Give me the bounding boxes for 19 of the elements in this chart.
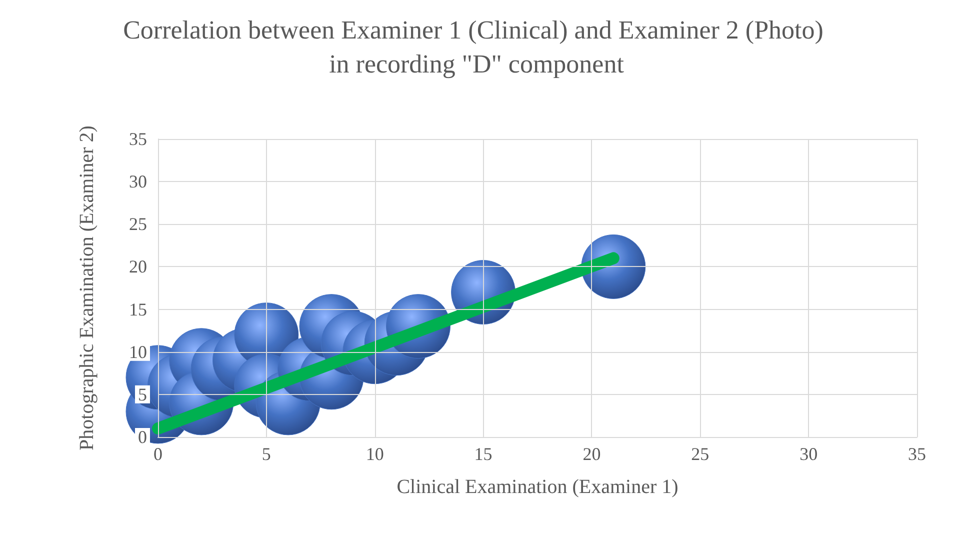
y-tick-label: 0 <box>138 427 147 447</box>
x-tick-label: 35 <box>908 444 926 464</box>
y-tick-label: 20 <box>129 256 147 277</box>
y-tick-label: 10 <box>129 342 147 362</box>
chart-title: Correlation between Examiner 1 (Clinical) and Examiner 2 (Photo) in recording "D" component <box>123 16 830 78</box>
y-tick-label: 30 <box>129 172 147 192</box>
x-axis-title: Clinical Examination (Examiner 1) <box>396 476 678 498</box>
y-tick-label: 5 <box>138 384 147 404</box>
y-tick-label: 35 <box>129 129 147 149</box>
x-tick-label: 0 <box>154 444 162 464</box>
x-tick-label: 15 <box>474 444 492 464</box>
x-tick-label: 30 <box>800 444 818 464</box>
x-tick-label: 20 <box>582 444 601 464</box>
x-tick-label: 10 <box>366 444 384 464</box>
y-axis-title: Photographic Examination (Examiner 2) <box>76 126 98 450</box>
y-tick-label: 25 <box>129 214 147 234</box>
x-tick-label: 5 <box>262 444 271 464</box>
y-tick-label: 15 <box>129 299 147 320</box>
x-tick-label: 25 <box>691 444 710 464</box>
